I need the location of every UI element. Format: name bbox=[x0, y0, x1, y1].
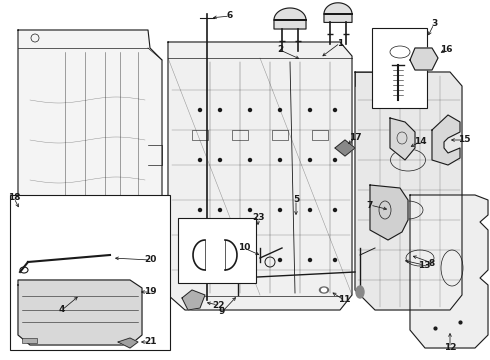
Circle shape bbox=[198, 258, 201, 261]
Polygon shape bbox=[370, 185, 408, 240]
Bar bbox=[22, 338, 37, 343]
Ellipse shape bbox=[356, 286, 364, 298]
Circle shape bbox=[334, 258, 337, 261]
Text: 12: 12 bbox=[444, 343, 456, 352]
Polygon shape bbox=[410, 195, 488, 348]
Circle shape bbox=[248, 258, 251, 261]
Ellipse shape bbox=[319, 287, 328, 293]
Circle shape bbox=[198, 108, 201, 112]
Text: 7: 7 bbox=[367, 201, 373, 210]
Circle shape bbox=[248, 158, 251, 162]
Ellipse shape bbox=[321, 288, 326, 292]
Text: 13: 13 bbox=[418, 261, 430, 270]
Circle shape bbox=[309, 208, 312, 211]
Text: 11: 11 bbox=[338, 296, 350, 305]
Polygon shape bbox=[18, 30, 162, 295]
Circle shape bbox=[278, 208, 281, 211]
Bar bbox=[192, 130, 208, 140]
Polygon shape bbox=[410, 48, 438, 70]
FancyBboxPatch shape bbox=[10, 195, 170, 350]
Text: 9: 9 bbox=[219, 307, 225, 316]
Polygon shape bbox=[168, 42, 352, 310]
Bar bbox=[272, 130, 288, 140]
Circle shape bbox=[278, 108, 281, 112]
Text: 4: 4 bbox=[59, 306, 65, 315]
Polygon shape bbox=[432, 115, 460, 165]
Circle shape bbox=[309, 158, 312, 162]
FancyBboxPatch shape bbox=[372, 28, 427, 108]
Circle shape bbox=[334, 108, 337, 112]
Text: 16: 16 bbox=[440, 45, 452, 54]
Circle shape bbox=[219, 108, 221, 112]
Circle shape bbox=[248, 208, 251, 211]
Text: 19: 19 bbox=[144, 288, 156, 297]
Text: 23: 23 bbox=[252, 213, 264, 222]
Text: 15: 15 bbox=[458, 135, 470, 144]
Text: 10: 10 bbox=[238, 243, 250, 252]
Text: 21: 21 bbox=[144, 338, 156, 346]
Polygon shape bbox=[324, 3, 352, 22]
Polygon shape bbox=[335, 140, 355, 156]
Text: 5: 5 bbox=[293, 195, 299, 204]
Polygon shape bbox=[355, 72, 462, 310]
Circle shape bbox=[219, 208, 221, 211]
Circle shape bbox=[334, 158, 337, 162]
Polygon shape bbox=[274, 8, 306, 29]
Circle shape bbox=[309, 108, 312, 112]
Text: 14: 14 bbox=[414, 138, 426, 147]
Circle shape bbox=[309, 258, 312, 261]
Text: 17: 17 bbox=[349, 134, 361, 143]
Polygon shape bbox=[118, 338, 138, 348]
Circle shape bbox=[278, 158, 281, 162]
Polygon shape bbox=[390, 118, 415, 160]
Text: 6: 6 bbox=[227, 12, 233, 21]
Text: 1: 1 bbox=[337, 39, 343, 48]
Text: 8: 8 bbox=[429, 258, 435, 267]
Bar bbox=[312, 130, 328, 140]
Polygon shape bbox=[18, 280, 142, 345]
Text: 3: 3 bbox=[431, 19, 437, 28]
Circle shape bbox=[334, 208, 337, 211]
Circle shape bbox=[248, 108, 251, 112]
Circle shape bbox=[198, 208, 201, 211]
Circle shape bbox=[278, 258, 281, 261]
Text: 20: 20 bbox=[144, 256, 156, 265]
Polygon shape bbox=[182, 290, 205, 310]
Text: 22: 22 bbox=[212, 301, 224, 310]
Circle shape bbox=[219, 158, 221, 162]
Circle shape bbox=[198, 158, 201, 162]
Circle shape bbox=[219, 258, 221, 261]
Text: 18: 18 bbox=[8, 194, 20, 202]
FancyBboxPatch shape bbox=[178, 218, 256, 283]
Text: 2: 2 bbox=[277, 45, 283, 54]
Bar bbox=[232, 130, 248, 140]
